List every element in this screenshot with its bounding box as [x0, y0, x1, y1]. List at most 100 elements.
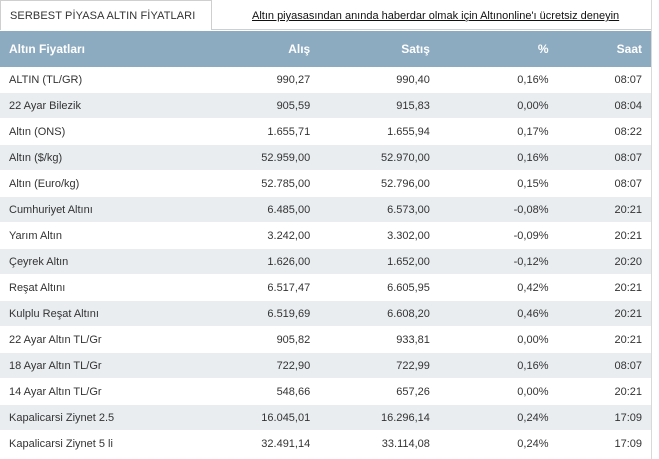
table-row[interactable]: Kapalicarsi Ziynet 5 li 32.491,14 33.114,0…	[0, 430, 651, 457]
table-row[interactable]: Kapalicarsi Ziynet 2.5 16.045,01 16.296,14…	[0, 404, 651, 431]
gold-prices-table: Altın Fiyatları Alış Satış % Saat ALTIN …	[0, 31, 651, 457]
table-header-row: Altın Fiyatları Alış Satış % Saat	[0, 31, 651, 67]
tab-free-market-gold-prices[interactable]: SERBEST PİYASA ALTIN FİYATLARI	[0, 0, 212, 30]
row-time: 20:20	[557, 248, 651, 275]
row-sell: 1.652,00	[319, 248, 439, 275]
table-body: ALTIN (TL/GR) 990,27 990,40 0,16% 08:07 22 Ay…	[0, 67, 651, 457]
row-buy: 6.485,00	[182, 196, 320, 223]
row-percent: -0,12%	[438, 248, 558, 275]
tab-divider	[212, 29, 652, 30]
row-time: 08:07	[557, 352, 651, 379]
row-name: Kapalicarsi Ziynet 2.5	[0, 404, 183, 431]
row-name: 18 Ayar Altın TL/Gr	[0, 352, 183, 379]
header-sell: Satış	[319, 31, 439, 67]
row-time: 20:21	[557, 222, 651, 249]
row-name: ALTIN (TL/GR)	[0, 67, 183, 93]
row-time: 08:07	[557, 144, 651, 171]
header-buy: Alış	[182, 31, 320, 67]
row-sell: 722,99	[319, 352, 439, 379]
row-percent: 0,00%	[438, 326, 558, 353]
table-row[interactable]: Altın (ONS) 1.655,71 1.655,94 0,17% 08:22	[0, 118, 651, 145]
row-sell: 933,81	[319, 326, 439, 353]
row-name: Reşat Altını	[0, 274, 183, 301]
row-name: Çeyrek Altın	[0, 248, 183, 275]
row-time: 08:22	[557, 118, 651, 145]
row-time: 20:21	[557, 300, 651, 327]
table-row[interactable]: ALTIN (TL/GR) 990,27 990,40 0,16% 08:07	[0, 67, 651, 93]
row-buy: 905,82	[182, 326, 320, 353]
row-time: 20:21	[557, 326, 651, 353]
row-name: Kapalicarsi Ziynet 5 li	[0, 430, 183, 457]
row-time: 20:21	[557, 274, 651, 301]
row-sell: 6.608,20	[319, 300, 439, 327]
row-buy: 6.517,47	[182, 274, 320, 301]
row-name: Altın ($/kg)	[0, 144, 183, 171]
row-name: Kulplu Reşat Altını	[0, 300, 183, 327]
row-percent: 0,16%	[438, 67, 558, 93]
table-row[interactable]: Cumhuriyet Altını 6.485,00 6.573,00 -0,08% 2…	[0, 196, 651, 223]
row-time: 08:07	[557, 67, 651, 93]
row-name: 22 Ayar Altın TL/Gr	[0, 326, 183, 353]
row-sell: 3.302,00	[319, 222, 439, 249]
row-percent: 0,00%	[438, 378, 558, 405]
row-name: 14 Ayar Altın TL/Gr	[0, 378, 183, 405]
row-buy: 16.045,01	[182, 404, 320, 431]
table-row[interactable]: Altın (Euro/kg) 52.785,00 52.796,00 0,15% 08…	[0, 170, 651, 197]
promo-link[interactable]: Altın piyasasından anında haberdar olmak…	[252, 10, 620, 22]
header-time: Saat	[557, 31, 651, 67]
table-row[interactable]: Kulplu Reşat Altını 6.519,69 6.608,20 0,46%…	[0, 300, 651, 327]
right-border	[651, 0, 652, 459]
row-time: 08:04	[557, 92, 651, 119]
row-time: 08:07	[557, 170, 651, 197]
table-row[interactable]: 22 Ayar Bilezik 905,59 915,83 0,00% 08:04	[0, 92, 651, 119]
row-buy: 722,90	[182, 352, 320, 379]
row-buy: 548,66	[182, 378, 320, 405]
row-sell: 52.970,00	[319, 144, 439, 171]
row-percent: 0,46%	[438, 300, 558, 327]
row-buy: 6.519,69	[182, 300, 320, 327]
row-percent: -0,08%	[438, 196, 558, 223]
row-sell: 990,40	[319, 67, 439, 93]
row-buy: 52.959,00	[182, 144, 320, 171]
row-buy: 905,59	[182, 92, 320, 119]
row-percent: 0,16%	[438, 144, 558, 171]
row-sell: 915,83	[319, 92, 439, 119]
row-sell: 52.796,00	[319, 170, 439, 197]
row-time: 17:09	[557, 404, 651, 431]
row-buy: 3.242,00	[182, 222, 320, 249]
row-sell: 1.655,94	[319, 118, 439, 145]
row-buy: 990,27	[182, 67, 320, 93]
row-buy: 32.491,14	[182, 430, 320, 457]
row-buy: 52.785,00	[182, 170, 320, 197]
row-percent: 0,00%	[438, 92, 558, 119]
row-percent: 0,24%	[438, 430, 558, 457]
header-gold-prices: Altın Fiyatları	[0, 31, 183, 67]
header-percent: %	[438, 31, 558, 67]
row-sell: 6.573,00	[319, 196, 439, 223]
row-sell: 16.296,14	[319, 404, 439, 431]
table-row[interactable]: 22 Ayar Altın TL/Gr 905,82 933,81 0,00% 20:2…	[0, 326, 651, 353]
row-name: Altın (ONS)	[0, 118, 183, 145]
row-percent: 0,16%	[438, 352, 558, 379]
row-percent: 0,24%	[438, 404, 558, 431]
table-row[interactable]: Çeyrek Altın 1.626,00 1.652,00 -0,12% 20:20	[0, 248, 651, 275]
table-row[interactable]: Yarım Altın 3.242,00 3.302,00 -0,09% 20:21	[0, 222, 651, 249]
row-name: Cumhuriyet Altını	[0, 196, 183, 223]
table-row[interactable]: Altın ($/kg) 52.959,00 52.970,00 0,16% 08:07	[0, 144, 651, 171]
row-time: 20:21	[557, 378, 651, 405]
row-time: 20:21	[557, 196, 651, 223]
table-row[interactable]: Reşat Altını 6.517,47 6.605,95 0,42% 20:21	[0, 274, 651, 301]
row-buy: 1.626,00	[182, 248, 320, 275]
row-name: Altın (Euro/kg)	[0, 170, 183, 197]
row-percent: 0,42%	[438, 274, 558, 301]
table-row[interactable]: 14 Ayar Altın TL/Gr 548,66 657,26 0,00% 20:2…	[0, 378, 651, 405]
row-name: 22 Ayar Bilezik	[0, 92, 183, 119]
row-percent: -0,09%	[438, 222, 558, 249]
table-row[interactable]: 18 Ayar Altın TL/Gr 722,90 722,99 0,16% 08:0…	[0, 352, 651, 379]
row-sell: 6.605,95	[319, 274, 439, 301]
row-sell: 33.114,08	[319, 430, 439, 457]
row-buy: 1.655,71	[182, 118, 320, 145]
row-percent: 0,15%	[438, 170, 558, 197]
row-percent: 0,17%	[438, 118, 558, 145]
